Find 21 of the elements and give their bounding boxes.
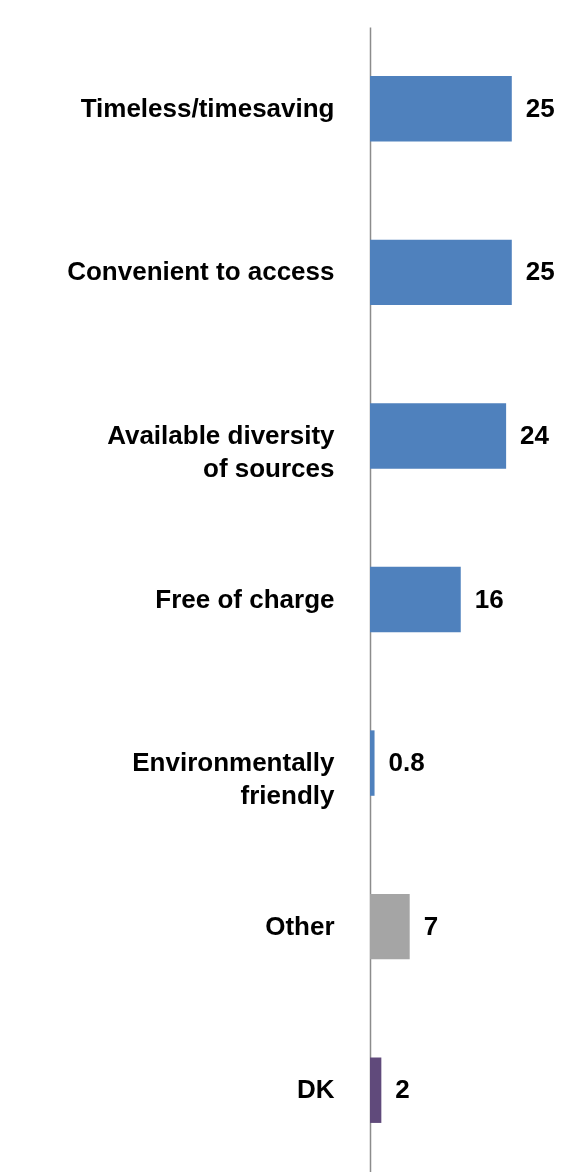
data-label: 2	[395, 1074, 410, 1105]
y-tick-label: Free of charge	[155, 583, 335, 614]
y-tick-label: Timeless/timesaving	[80, 92, 335, 123]
data-label: 24	[520, 419, 550, 450]
bar	[370, 1057, 382, 1123]
bar	[370, 239, 512, 306]
bar	[370, 76, 512, 142]
y-tick-label: DK	[296, 1074, 335, 1105]
bar	[370, 403, 507, 469]
bar	[370, 893, 410, 960]
y-tick-label: Other	[265, 910, 335, 941]
bar	[370, 566, 461, 633]
y-tick-label: Convenient to access	[67, 256, 335, 287]
y-tick-label: Environmentally friendly	[132, 747, 336, 811]
data-label: 0.8	[388, 747, 425, 778]
bar	[370, 730, 375, 796]
data-label: 25	[525, 256, 555, 287]
data-label: 16	[474, 583, 504, 614]
data-label: 7	[423, 910, 439, 941]
y-tick-label: Available diversity of sources	[107, 419, 336, 483]
data-label: 25	[525, 92, 555, 123]
